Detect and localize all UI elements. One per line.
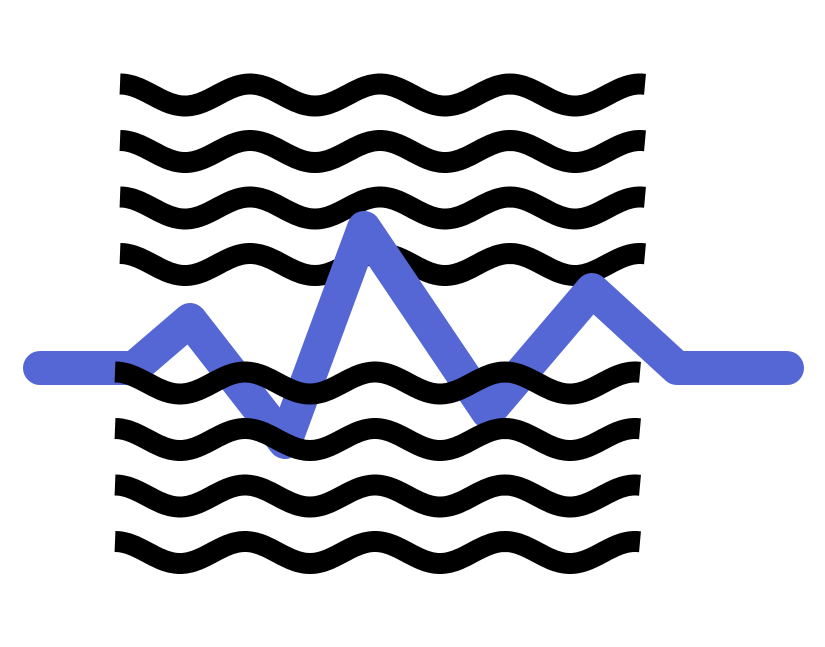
zigzag-signal-line xyxy=(23,211,804,459)
upper-wave-line-1 xyxy=(112,73,653,117)
upper-wave-line-2 xyxy=(112,130,653,173)
lower-wave-line-3 xyxy=(107,474,648,518)
upper-wave-line-3 xyxy=(112,186,653,230)
lower-wave-group xyxy=(107,361,648,574)
lower-wave-line-2 xyxy=(107,418,648,461)
lower-wave-line-1 xyxy=(107,361,648,405)
lower-wave-line-4 xyxy=(107,531,648,574)
